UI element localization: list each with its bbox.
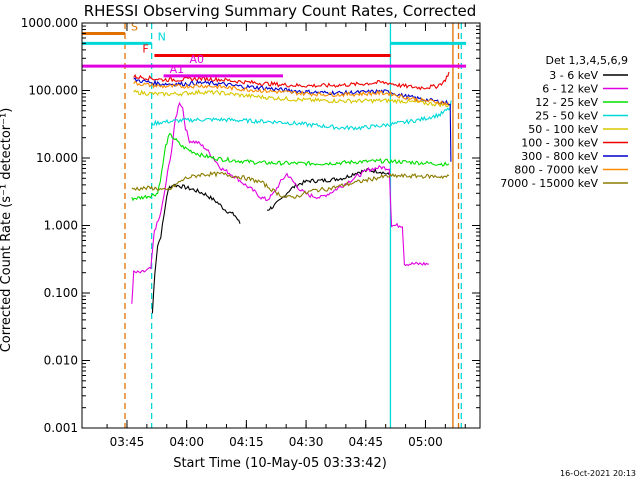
series-line [151,100,452,131]
legend-entry-label: 25 - 50 keV [535,110,598,123]
flag-label: N [158,30,166,43]
flag-label: S [131,20,138,33]
flag-label: A0 [190,53,205,66]
legend-entry-label: 12 - 25 keV [535,96,598,109]
axes: 0.001 0.010 0.100 1.000 10.000 100.000 1000.00… [21,16,481,449]
y-tick-label: 0.100 [44,286,78,300]
footer-timestamp: 16-Oct-2021 20:13 [560,469,636,478]
x-tick-label: 03:45 [110,435,145,449]
legend-entry-label: 7000 - 15000 keV [500,177,598,190]
legend-entry-label: 100 - 300 keV [521,137,598,150]
y-axis-label: Corrected Count Rate (s⁻¹ detector⁻¹) [0,108,14,353]
x-tick-label: 04:00 [169,435,204,449]
x-tick-label: 05:00 [408,435,443,449]
legend-title: Det 1,3,4,5,6,9 [545,54,628,67]
series-line [131,170,450,199]
legend-entry-label: 800 - 7000 keV [514,164,598,177]
y-tick-label: 1.000 [44,219,78,233]
legend-entry-label: 50 - 100 keV [528,123,598,136]
x-axis-label: Start Time (10-May-05 03:33:42) [173,456,387,471]
x-tick-label: 04:45 [348,435,383,449]
flag-label: A1 [170,63,185,76]
series-line [131,101,430,304]
series-line [133,71,450,91]
y-tick-label: 0.001 [44,421,78,435]
series-line [131,133,450,202]
legend-entry-label: 3 - 6 keV [549,69,598,82]
y-tick-label: 10.000 [36,151,78,165]
y-tick-label: 1000.000 [21,16,78,30]
series-line [133,89,450,108]
series-group [131,71,452,314]
chart-title: RHESSI Observing Summary Count Rates, Co… [84,2,477,20]
legend-entry-label: 6 - 12 keV [542,83,598,96]
legend-entry-label: 300 - 800 keV [521,150,598,163]
flag-bars: S NF A0 A1 [82,20,467,78]
x-tick-label: 04:30 [289,435,324,449]
flag-label: F [142,43,148,56]
y-tick-label: 100.000 [28,84,78,98]
series-line [133,80,450,106]
x-tick-label: 04:15 [229,435,264,449]
y-tick-label: 0.010 [44,354,78,368]
